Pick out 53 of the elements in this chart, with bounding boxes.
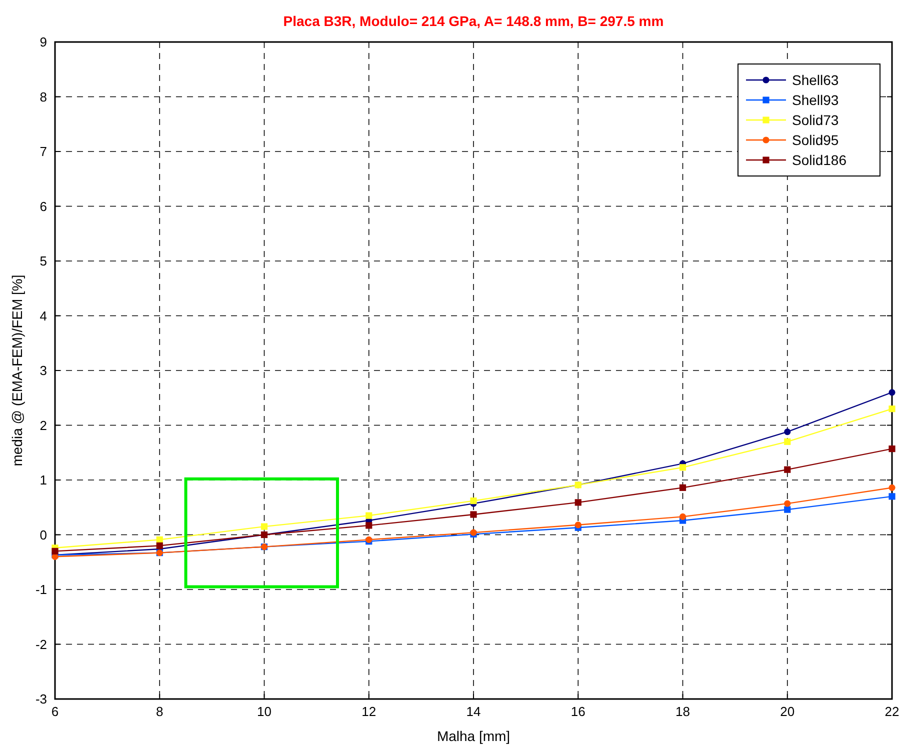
x-tick-label: 20 xyxy=(780,704,795,719)
x-axis-title: Malha [mm] xyxy=(436,728,510,744)
point xyxy=(784,466,791,473)
y-tick-label: 9 xyxy=(40,34,47,50)
x-tick-label: 22 xyxy=(884,704,900,719)
point xyxy=(52,548,58,554)
x-tick-label: 14 xyxy=(466,704,481,719)
point xyxy=(679,464,686,471)
point xyxy=(784,506,791,513)
point xyxy=(784,500,791,507)
x-tick-label: 16 xyxy=(570,704,586,719)
y-tick-label: 7 xyxy=(40,144,47,159)
legend-label: Solid73 xyxy=(792,112,839,128)
point xyxy=(679,484,686,491)
y-tick-label: 3 xyxy=(40,363,47,378)
point xyxy=(888,406,896,412)
y-tick-label: -1 xyxy=(35,582,47,597)
point xyxy=(888,389,896,396)
point xyxy=(156,542,163,549)
chart-title: Placa B3R, Modulo= 214 GPa, A= 148.8 mm, B= 297.5 mm xyxy=(283,13,664,29)
y-tick-label: 2 xyxy=(40,418,47,433)
point xyxy=(366,522,372,529)
x-tick-label: 12 xyxy=(362,704,376,719)
point xyxy=(888,484,896,491)
legend-label: Solid95 xyxy=(792,132,839,148)
point xyxy=(888,445,896,452)
y-tick-label: -2 xyxy=(35,636,47,652)
point xyxy=(366,512,372,519)
y-axis-title: media @ (EMA-FEM)/FEM [%] xyxy=(9,274,25,466)
point xyxy=(260,523,268,530)
y-tick-label: 0 xyxy=(40,527,47,542)
point xyxy=(574,499,582,506)
point xyxy=(888,493,896,500)
point xyxy=(784,428,791,436)
y-tick-label: 6 xyxy=(40,198,47,214)
point xyxy=(784,438,791,445)
y-tick-label: -3 xyxy=(35,692,47,706)
point xyxy=(574,522,582,528)
point xyxy=(470,498,477,504)
legend-label: Shell63 xyxy=(792,72,839,88)
point xyxy=(156,536,163,543)
point xyxy=(470,511,477,518)
y-tick-label: 1 xyxy=(40,472,47,488)
y-tick-label: 5 xyxy=(40,254,47,268)
x-tick-label: 6 xyxy=(51,704,59,719)
x-tick-label: 18 xyxy=(676,704,690,719)
x-tick-label: 10 xyxy=(257,704,272,719)
y-tick-label: 4 xyxy=(40,308,47,324)
legend-label: Solid186 xyxy=(792,152,847,168)
legend-label: Shell93 xyxy=(792,92,839,108)
y-tick-label: 8 xyxy=(40,89,47,104)
point xyxy=(679,513,686,520)
x-tick-label: 8 xyxy=(156,704,164,719)
